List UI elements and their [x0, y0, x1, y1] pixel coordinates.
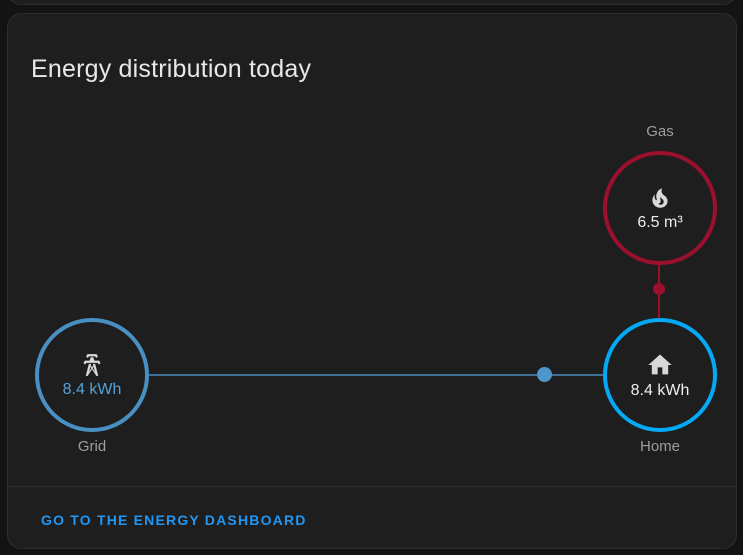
- card-footer-divider: [8, 486, 736, 487]
- transmission-tower-icon: [79, 352, 105, 378]
- home-icon: [646, 351, 674, 379]
- gas-node-circle[interactable]: 6.5 m³: [603, 151, 717, 265]
- grid-node-label: Grid: [77, 438, 107, 455]
- card-title: Energy distribution today: [31, 55, 312, 83]
- grid-to-home-flow-line: [149, 374, 603, 376]
- grid-node-circle[interactable]: 8.4 kWh: [35, 318, 149, 432]
- gas-node-label: Gas: [646, 123, 674, 140]
- home-node-circle[interactable]: 8.4 kWh: [603, 318, 717, 432]
- home-value: 8.4 kWh: [630, 381, 690, 399]
- previous-card-bottom-edge: [7, 0, 737, 5]
- energy-distribution-card: Energy distribution today Gas 6.5 m³ 8.4…: [7, 13, 737, 549]
- gas-value: 6.5 m³: [637, 213, 683, 231]
- energy-dashboard-link[interactable]: GO TO THE ENERGY DASHBOARD: [41, 512, 307, 528]
- fire-icon: [647, 185, 673, 211]
- gas-flow-dot: [653, 283, 665, 295]
- grid-flow-dot: [537, 367, 552, 382]
- grid-value: 8.4 kWh: [62, 380, 122, 398]
- home-node-label: Home: [639, 438, 680, 455]
